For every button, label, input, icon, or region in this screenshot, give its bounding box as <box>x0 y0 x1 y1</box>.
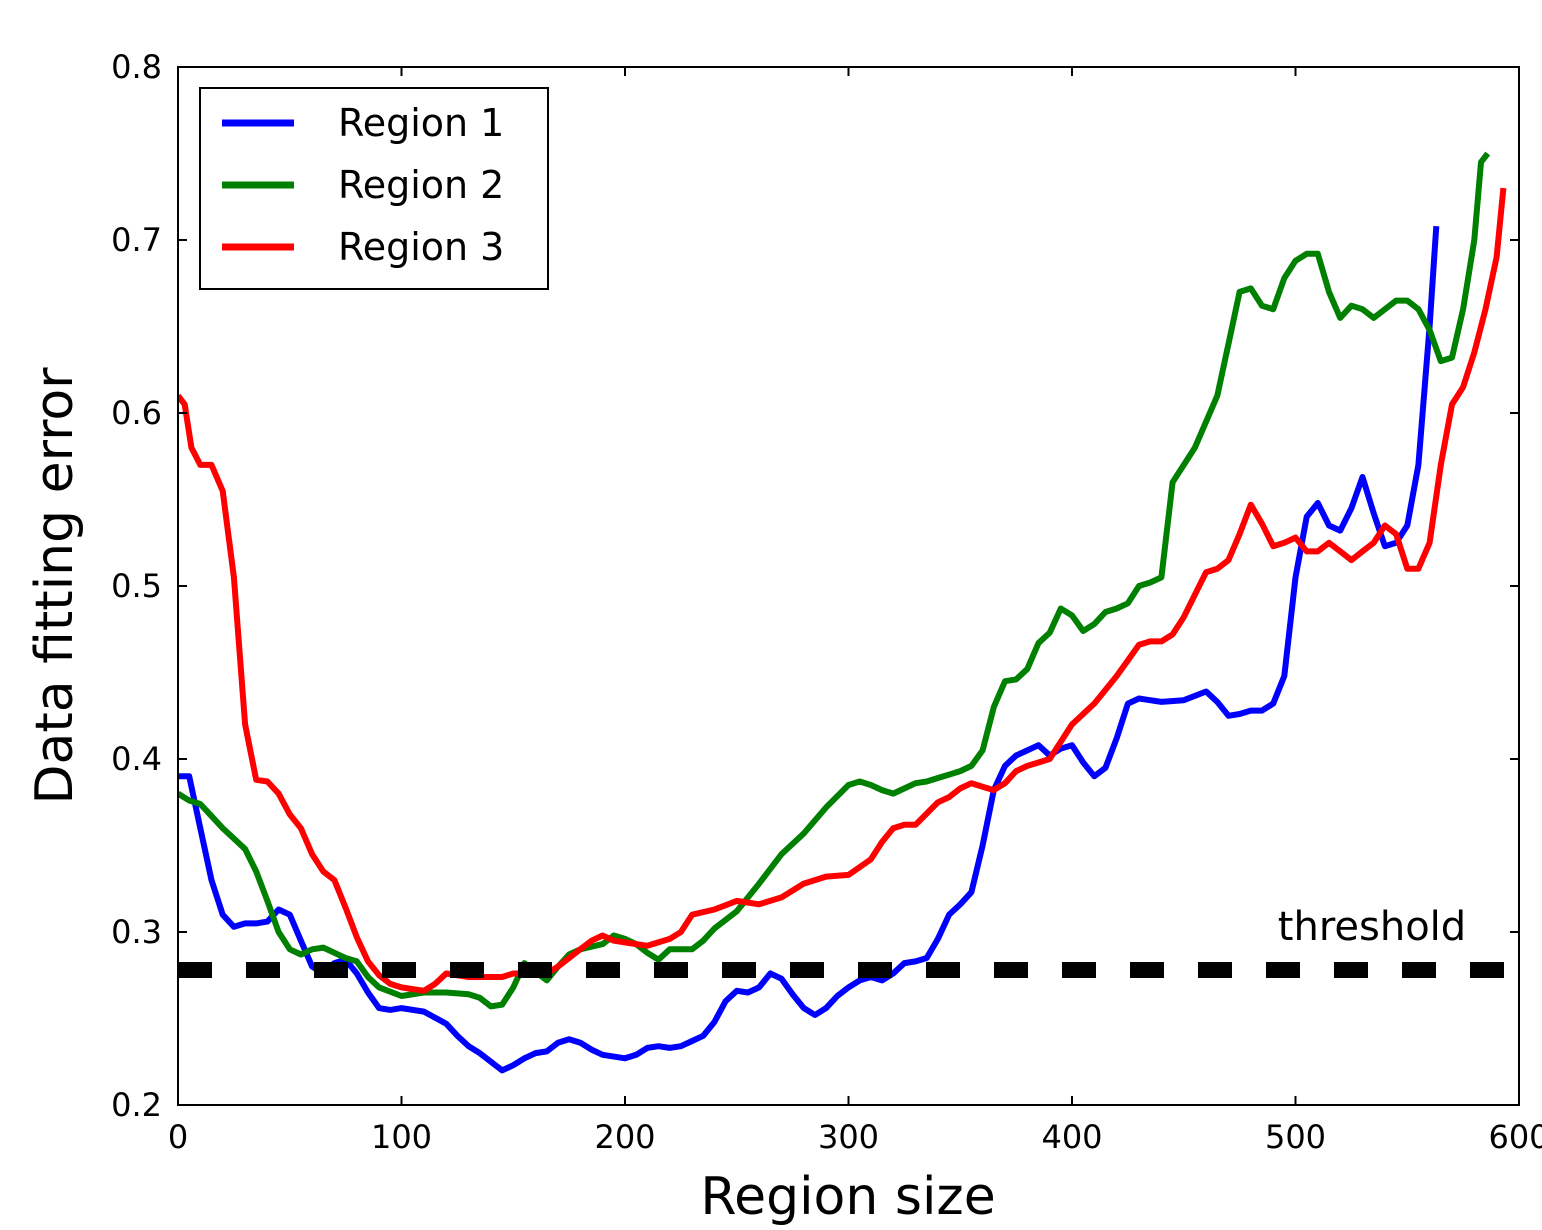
x-tick-label: 0 <box>168 1118 188 1156</box>
x-tick-label: 500 <box>1265 1118 1326 1156</box>
ticks-layer: 0 100 200 300 400 500 600 0.2 0.3 0.4 0.5 0.6 0.7 0.8 <box>111 48 1542 1156</box>
legend-label-region-2: Region 2 <box>338 163 504 207</box>
y-tick-label: 0.4 <box>111 740 162 778</box>
x-tick-label: 400 <box>1041 1118 1102 1156</box>
x-tick-label: 200 <box>594 1118 655 1156</box>
series-line-region-3 <box>178 187 1507 994</box>
y-tick-label: 0.8 <box>111 48 162 86</box>
series-layer <box>178 151 1507 1074</box>
y-tick-label: 0.7 <box>111 221 162 259</box>
y-axis-label: Data fitting error <box>25 367 85 805</box>
x-tick-label: 600 <box>1488 1118 1542 1156</box>
legend: Region 1 Region 2 Region 3 <box>199 87 549 290</box>
threshold-label: threshold <box>1278 904 1466 950</box>
legend-label-region-3: Region 3 <box>338 225 504 269</box>
x-tick-label: 100 <box>371 1118 432 1156</box>
y-tick-label: 0.5 <box>111 567 162 605</box>
y-tick-label: 0.2 <box>111 1086 162 1124</box>
x-axis-label: Region size <box>700 1167 995 1227</box>
series-line-region-1 <box>178 226 1440 1074</box>
y-tick-label: 0.6 <box>111 394 162 432</box>
y-tick-label: 0.3 <box>111 913 162 951</box>
series-line-region-2 <box>178 151 1491 1010</box>
x-tick-label: 300 <box>818 1118 879 1156</box>
legend-label-region-1: Region 1 <box>338 101 504 145</box>
